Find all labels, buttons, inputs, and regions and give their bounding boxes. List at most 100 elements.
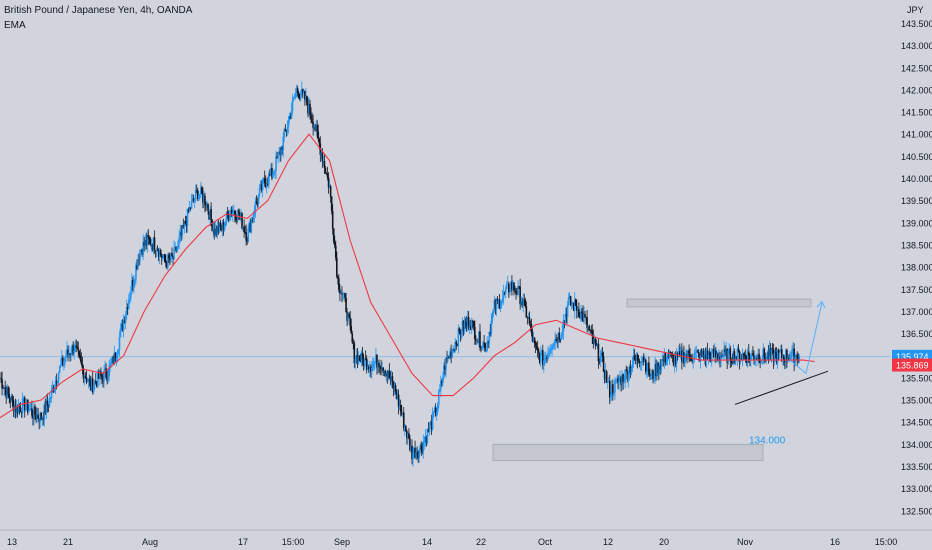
candle-body (287, 120, 290, 128)
candle-body (58, 366, 61, 373)
candle-body (246, 240, 248, 242)
candle-body (135, 265, 137, 280)
x-tick-label: Oct (538, 537, 553, 547)
candle-body (334, 245, 337, 258)
candle-body (321, 152, 324, 162)
candle-body (308, 103, 310, 114)
candle-body (207, 204, 209, 212)
candle-body (444, 365, 446, 370)
candle-body (645, 359, 647, 372)
candle-body (698, 352, 701, 362)
candle-body (571, 302, 574, 305)
candle-body (89, 380, 92, 391)
candle-body (49, 398, 52, 399)
candle-body (400, 411, 403, 416)
candle-body (533, 337, 536, 343)
candle-body (630, 368, 633, 373)
candle-body (468, 325, 471, 328)
candle-body (423, 440, 426, 443)
candle-body (402, 412, 405, 429)
candle-body (791, 349, 793, 356)
candle-body (679, 351, 681, 356)
candle-body (350, 325, 353, 334)
candle-body (796, 355, 799, 360)
candle-body (629, 366, 632, 373)
candle-body (555, 339, 557, 341)
candle-body (348, 313, 350, 318)
candle-body (258, 188, 261, 195)
candle-body (495, 298, 498, 309)
x-tick-label: Aug (142, 537, 158, 547)
candle-body (3, 387, 5, 389)
candle-body (441, 381, 443, 383)
candle-body (730, 360, 733, 362)
candle-body (492, 308, 495, 314)
candle-body (372, 363, 374, 368)
candle-body (249, 222, 252, 232)
candle-body (274, 171, 276, 172)
candle-body (617, 378, 619, 383)
candle-body (94, 380, 97, 383)
candle-body (273, 171, 275, 174)
candle-body (116, 353, 119, 359)
candle-body (452, 348, 454, 350)
candle-body (628, 366, 631, 375)
candle-body (593, 338, 596, 345)
candle-body (268, 173, 270, 185)
candle-body (445, 357, 447, 370)
price-axis-bg (892, 0, 932, 550)
candle-body (717, 353, 719, 360)
candle-body (693, 353, 696, 359)
candle-body (505, 284, 508, 289)
candle-body (235, 214, 237, 220)
candle-body (516, 294, 518, 295)
candle-body (316, 125, 319, 132)
candle-body (24, 406, 27, 411)
candle-body (607, 380, 610, 382)
candle-body (292, 97, 295, 101)
candle-body (558, 332, 561, 340)
candle-body (606, 380, 609, 383)
candle-body (655, 363, 657, 377)
candle-body (439, 389, 441, 392)
candle-body (120, 323, 123, 329)
candle-body (142, 242, 144, 255)
x-tick-label: 14 (422, 537, 432, 547)
candle-body (187, 208, 190, 212)
candle-body (677, 351, 680, 357)
candle-body (123, 320, 126, 323)
candle-body (272, 173, 274, 178)
candle-body (126, 307, 129, 310)
candle-body (57, 372, 60, 381)
candle-body (208, 211, 210, 220)
candle-body (183, 221, 186, 228)
candle-body (318, 138, 321, 144)
candle-body (305, 95, 307, 100)
ema-price-text: 135.869 (896, 361, 929, 371)
candle-body (74, 345, 76, 351)
candle-body (431, 412, 434, 430)
candle-body (405, 426, 407, 432)
candle-body (407, 433, 409, 439)
candle-body (221, 222, 224, 230)
candle-body (421, 449, 424, 452)
candle-body (624, 369, 627, 382)
candle-body (456, 344, 459, 346)
candle-body (695, 351, 698, 353)
candle-body (270, 167, 272, 175)
candle-body (180, 232, 183, 236)
candle-body (105, 368, 107, 378)
candle-body (766, 352, 769, 357)
candle-body (665, 361, 668, 364)
candle-body (675, 352, 678, 364)
candle-body (394, 385, 397, 392)
candle-body (32, 415, 34, 419)
candle-body (250, 220, 253, 232)
candle-body (230, 209, 233, 214)
candle-body (243, 226, 245, 233)
candle-body (735, 356, 738, 359)
candle-body (178, 237, 181, 242)
candle-body (550, 349, 552, 351)
